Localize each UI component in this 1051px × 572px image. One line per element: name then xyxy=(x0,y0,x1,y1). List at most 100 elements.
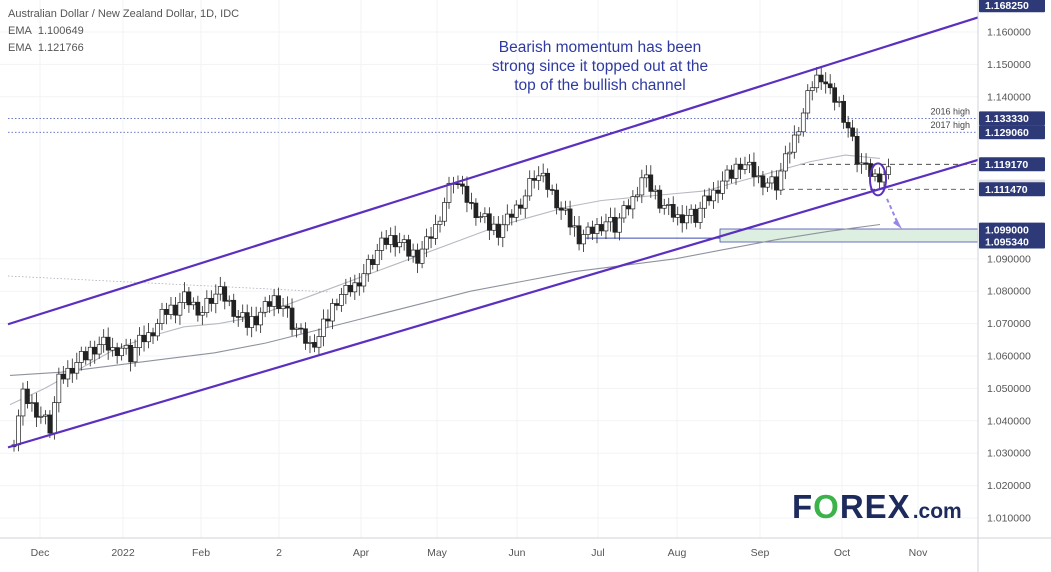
candle-down xyxy=(244,312,250,328)
candle-down xyxy=(648,174,654,192)
candle-up xyxy=(652,189,658,192)
candle-up xyxy=(442,202,447,222)
candle-up xyxy=(572,225,577,228)
candle-up xyxy=(581,234,586,245)
candle-down xyxy=(298,327,304,330)
x-tick-label: Jul xyxy=(591,547,604,559)
candle-down xyxy=(626,205,631,210)
candle-up xyxy=(271,295,277,307)
candle-down xyxy=(863,162,869,165)
candle-up xyxy=(563,208,568,211)
x-tick-label: Feb xyxy=(192,547,210,559)
y-tick-label: 1.060000 xyxy=(987,351,1031,363)
candle-down xyxy=(679,214,685,224)
candle-down xyxy=(334,303,340,306)
candle-up xyxy=(182,291,187,303)
y-tick-label: 1.090000 xyxy=(987,253,1031,265)
candle-up xyxy=(110,347,116,351)
ema-1-label: EMA xyxy=(8,25,32,37)
candle-down xyxy=(738,163,743,170)
candle-down xyxy=(195,301,201,316)
candle-up xyxy=(397,242,403,248)
candle-up xyxy=(527,178,533,197)
candle-down xyxy=(693,208,698,223)
channel-lines xyxy=(7,16,979,449)
candle-up xyxy=(859,162,864,165)
candle-up xyxy=(635,194,640,197)
price-level-tag xyxy=(979,125,1045,140)
logo-o: O xyxy=(813,488,840,525)
ema-2-label: EMA xyxy=(8,42,32,54)
candle-down xyxy=(760,175,766,188)
candle-down xyxy=(25,388,30,404)
y-tick-label: 1.070000 xyxy=(987,318,1031,330)
candle-down xyxy=(832,87,838,103)
candle-down xyxy=(60,373,66,380)
candle-down xyxy=(34,402,39,418)
candle-up xyxy=(711,189,716,202)
candle-up xyxy=(540,172,546,177)
logo-f: F xyxy=(792,488,814,525)
candle-down xyxy=(285,305,290,309)
candle-up xyxy=(522,195,528,209)
candle-down xyxy=(383,237,389,245)
candle-up xyxy=(379,237,385,251)
channel-lower-line xyxy=(7,158,979,449)
candle-up xyxy=(630,196,636,210)
candle-down xyxy=(558,207,564,211)
candle-up xyxy=(805,90,811,114)
support-zone xyxy=(719,228,979,243)
x-tick-label: Nov xyxy=(909,547,928,559)
ema-slow-line xyxy=(9,223,881,376)
candle-down xyxy=(460,183,465,187)
logo-rex: REX xyxy=(839,488,911,525)
candle-down xyxy=(276,295,281,310)
candle-down xyxy=(827,83,833,89)
price-level-label: 1.111470 xyxy=(985,184,1028,196)
y-tick-label: 1.010000 xyxy=(987,513,1031,525)
candle-down xyxy=(715,189,721,194)
candle-down xyxy=(173,304,178,316)
candle-up xyxy=(437,220,443,225)
candle-up xyxy=(168,304,174,315)
y-tick-label: 1.050000 xyxy=(987,383,1031,395)
candle-up xyxy=(87,346,93,361)
candle-up xyxy=(742,164,748,170)
y-tick-label: 1.030000 xyxy=(987,448,1031,460)
candle-down xyxy=(706,195,712,202)
candle-down xyxy=(141,334,147,343)
candle-down xyxy=(841,100,846,123)
candle-up xyxy=(361,273,367,287)
highlight-ellipse xyxy=(869,162,887,197)
candle-down xyxy=(406,239,411,257)
candle-up xyxy=(585,226,591,235)
candle-up xyxy=(814,74,820,89)
candle-up xyxy=(424,236,429,250)
candle-down xyxy=(729,169,734,179)
candle-up xyxy=(43,414,48,417)
candle-up xyxy=(536,175,542,181)
y-tick-label: 1.020000 xyxy=(987,480,1031,492)
candle-up xyxy=(675,214,681,218)
candle-up xyxy=(419,248,425,264)
candle-down xyxy=(222,286,228,302)
candle-up xyxy=(29,402,35,405)
candle-down xyxy=(325,318,331,322)
candle-up xyxy=(307,342,313,344)
candle-up xyxy=(16,415,21,446)
annotation-line-3: top of the bullish channel xyxy=(514,77,686,94)
price-level-tag xyxy=(979,157,1045,172)
candle-down xyxy=(464,185,470,203)
candles xyxy=(11,66,891,452)
candle-up xyxy=(594,224,600,234)
ema-1-value: 1.100649 xyxy=(37,25,84,37)
price-level-tag xyxy=(979,222,1045,237)
candle-up xyxy=(38,415,44,418)
chart-legend: Australian Dollar / New Zealand Dollar, … xyxy=(8,6,239,57)
annotation-marks xyxy=(869,162,902,229)
candle-down xyxy=(495,223,501,238)
logo-com: .com xyxy=(912,500,962,523)
price-level-label: 1.168250 xyxy=(985,0,1029,12)
candle-up xyxy=(796,131,802,136)
